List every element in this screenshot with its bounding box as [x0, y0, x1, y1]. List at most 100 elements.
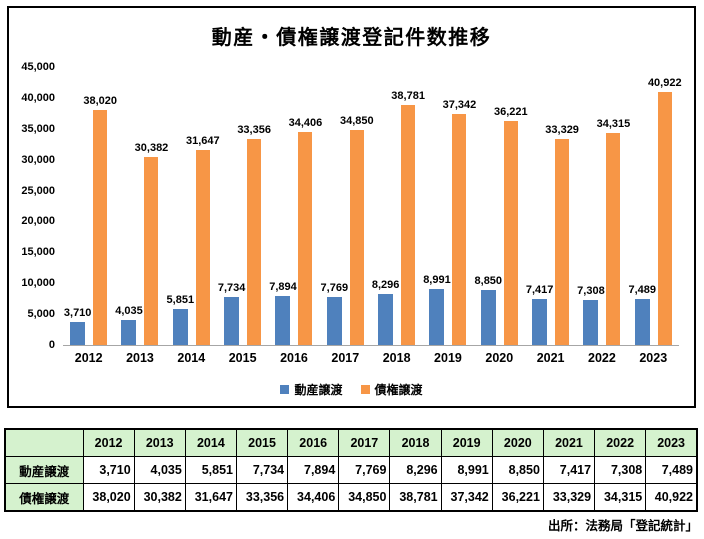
x-axis: 2012 2013 2014 2015 2016 2017 2018 2019 2020 2021…	[63, 351, 679, 365]
table-value-cell: 37,342	[440, 483, 493, 512]
bar-group-2014: 5,851 31,647	[166, 67, 220, 345]
x-axis-label: 2013	[126, 351, 154, 365]
table-value-cell: 34,850	[338, 483, 391, 512]
bar-group-2016: 7,894 34,406	[268, 67, 322, 345]
table-value-cell: 40,922	[645, 483, 698, 512]
legend-label: 動産譲渡	[294, 383, 343, 397]
legend-label: 債権譲渡	[374, 383, 423, 397]
bar-債権譲渡-2015: 33,356	[237, 124, 271, 345]
data-label: 8,296	[371, 278, 400, 291]
bar-動産譲渡-2023: 7,489	[629, 284, 656, 345]
bar-group-2021: 7,417 33,329	[525, 67, 579, 345]
table-year-header: 2012	[82, 428, 135, 457]
table-value-cell: 30,382	[133, 483, 186, 512]
chart-title: 動産・債権譲渡登記件数推移	[211, 27, 492, 49]
data-label: 40,922	[647, 77, 682, 90]
table-value-cell: 7,769	[338, 456, 391, 484]
bar-動産譲渡-2016: 7,894	[269, 281, 297, 345]
data-label: 7,308	[577, 284, 605, 297]
data-label: 5,851	[166, 293, 195, 306]
y-axis-label: 20,000	[21, 215, 55, 228]
x-axis-label: 2017	[331, 351, 360, 365]
bar-group-2015: 7,734 33,356	[217, 67, 271, 345]
bar-債権譲渡-2012: 38,020	[83, 95, 117, 345]
legend-swatch-icon	[280, 385, 290, 394]
table-row-label: 債権譲渡	[4, 483, 84, 512]
bar-債権譲渡-2020: 36,221	[494, 106, 528, 345]
table-year-header: 2019	[440, 428, 493, 457]
table-value-cell: 38,020	[82, 483, 135, 512]
y-axis-label: 40,000	[21, 91, 55, 104]
table-row-債権譲渡: 債権譲渡 38,020 30,382 31,647 33,356 34,406 34,850…	[4, 483, 698, 512]
table-value-cell: 34,406	[287, 483, 340, 512]
y-axis-label: 10,000	[21, 277, 55, 290]
bar-債権譲渡-2018: 38,781	[391, 90, 425, 345]
bar-動産譲渡-2017: 7,769	[321, 282, 348, 345]
chart-legend: 動産譲渡 債権譲渡	[9, 381, 694, 398]
table-year-header: 2017	[338, 428, 391, 457]
bar-動産譲渡-2022: 7,308	[577, 285, 605, 345]
table-year-header: 2015	[235, 428, 289, 457]
y-axis-label: 5,000	[27, 308, 55, 321]
table-value-cell: 4,035	[133, 456, 186, 484]
x-axis-label: 2014	[177, 351, 206, 365]
bar-債権譲渡-2022: 34,315	[597, 118, 630, 345]
bar-group-2017: 7,769 34,850	[320, 67, 374, 345]
data-label: 36,221	[493, 106, 528, 119]
table-value-cell: 7,308	[594, 456, 647, 484]
bar-group-2022: 7,308 34,315	[576, 67, 630, 345]
data-label: 33,329	[545, 124, 579, 137]
table-value-cell: 7,417	[542, 456, 596, 484]
bar-動産譲渡-2014: 5,851	[167, 294, 194, 345]
table-value-cell: 5,851	[184, 456, 237, 484]
source-note: 出所：法務局「登記統計」	[547, 519, 698, 533]
bar-group-2019: 8,991 37,342	[422, 67, 476, 345]
table-year-header: 2014	[184, 428, 237, 457]
bar-group-2018: 8,296 38,781	[371, 67, 425, 345]
plot-area: 3,710 38,020 4,035 30,382 5,851 31,647 7,734 33…	[63, 67, 682, 346]
x-axis-label: 2022	[588, 351, 616, 365]
x-axis-label: 2015	[228, 351, 257, 365]
bar-債権譲渡-2017: 34,850	[340, 115, 374, 345]
table-year-header: 2022	[594, 428, 647, 457]
data-label: 7,489	[628, 283, 657, 296]
table-value-cell: 7,894	[287, 456, 340, 484]
bar-債権譲渡-2013: 30,382	[135, 142, 168, 345]
table-value-cell: 31,647	[184, 483, 237, 512]
y-axis-label: 35,000	[21, 122, 55, 135]
table-value-cell: 3,710	[82, 456, 135, 484]
bar-債権譲渡-2023: 40,922	[648, 77, 682, 345]
table-value-cell: 8,991	[440, 456, 493, 484]
data-table: 2012 2013 2014 2015 2016 2017 2018 2019 2020 2021…	[4, 428, 698, 512]
table-value-cell: 36,221	[491, 483, 544, 512]
bar-債権譲渡-2016: 34,406	[289, 117, 322, 345]
table-year-header: 2016	[287, 428, 340, 457]
data-label: 7,417	[525, 284, 554, 297]
table-value-cell: 7,734	[235, 456, 289, 484]
data-label: 38,781	[391, 90, 425, 103]
bar-group-2020: 8,850 36,221	[474, 67, 528, 345]
y-axis-label: 45,000	[21, 61, 55, 73]
table-value-cell: 33,356	[235, 483, 289, 512]
data-label: 7,894	[269, 281, 297, 294]
x-axis-label: 2019	[434, 351, 462, 365]
legend-item-債権譲渡: 債権譲渡	[360, 381, 423, 398]
table-row-動産譲渡: 動産譲渡 3,710 4,035 5,851 7,734 7,894 7,769 8,296 8…	[4, 456, 698, 484]
bar-動産譲渡-2018: 8,296	[372, 279, 399, 345]
table-corner-cell	[4, 428, 84, 457]
table-value-cell: 38,781	[389, 483, 442, 512]
registration-trend-chart: 動産・債権譲渡登記件数推移 0 5,000 10,000 15,000 20,000 25…	[7, 6, 696, 408]
data-label: 7,734	[217, 282, 246, 295]
table-year-header: 2018	[389, 428, 442, 457]
table-year-header: 2023	[645, 428, 698, 457]
legend-item-動産譲渡: 動産譲渡	[280, 381, 343, 398]
data-label: 34,406	[288, 117, 323, 130]
y-axis-label: 0	[48, 339, 55, 351]
bar-動産譲渡-2019: 8,991	[423, 274, 451, 345]
table-value-cell: 33,329	[542, 483, 596, 512]
x-axis-label: 2018	[382, 351, 411, 365]
table-value-cell: 8,850	[491, 456, 544, 484]
bar-group-2012: 3,710 38,020	[63, 67, 117, 345]
bar-債権譲渡-2014: 31,647	[186, 135, 220, 345]
data-label: 33,356	[237, 123, 271, 136]
